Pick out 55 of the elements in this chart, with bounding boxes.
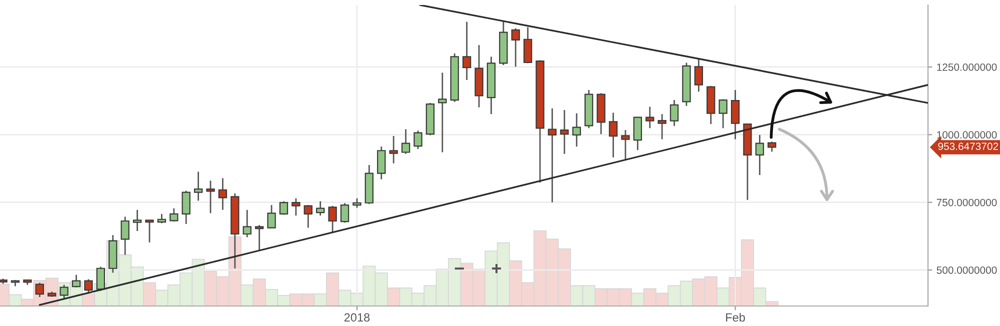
candlestick: [755, 134, 764, 176]
candlestick: [145, 220, 154, 244]
candlestick: [438, 72, 447, 153]
candlestick: [304, 204, 312, 228]
y-tick-label: 500.0000000: [936, 266, 997, 274]
candlestick: [194, 171, 203, 202]
candlestick: [768, 141, 776, 152]
x-tick-label: 2018: [344, 313, 370, 322]
candlestick: [157, 213, 166, 224]
candlestick: [60, 284, 68, 299]
candlestick: [267, 204, 276, 230]
candlestick: [340, 202, 350, 224]
candlestick: [84, 278, 93, 294]
candlestick: [462, 21, 472, 81]
candlestick: [35, 282, 44, 298]
candlestick: [730, 89, 740, 140]
candlestick: [670, 99, 679, 127]
candlestick: [352, 198, 362, 208]
annotation: −: [454, 268, 464, 270]
annotation: +: [492, 264, 502, 274]
candlestick: [511, 28, 520, 68]
text: 953.6473702: [938, 142, 998, 150]
candlestick: [279, 200, 288, 216]
candlestick: [254, 224, 264, 252]
candlestick: [658, 113, 666, 140]
candlestick: [328, 205, 337, 234]
candlestick: [218, 178, 228, 211]
candlestick: [120, 216, 130, 256]
candlestick: [633, 116, 642, 151]
candlestick: [401, 128, 410, 155]
candlestick: [316, 200, 325, 216]
candlestick: [414, 130, 422, 150]
candlestick: [718, 98, 728, 129]
candlestick: [242, 209, 252, 238]
candlestick: [572, 112, 581, 148]
candlestick: [206, 180, 215, 214]
candlestick: [646, 106, 654, 129]
candlestick: [292, 198, 300, 216]
candlestick: [377, 146, 386, 180]
candlestick: [389, 135, 398, 164]
y-tick-label: 1000.000000: [937, 131, 997, 139]
candlestick: [621, 129, 630, 161]
candlestick: [560, 109, 569, 155]
candlestick: [694, 58, 704, 92]
x-tick-label: Feb: [726, 312, 745, 322]
candlestick: [548, 108, 557, 204]
y-tick-label: 1250.000000: [937, 63, 997, 71]
candlestick: [96, 266, 106, 292]
candlestick: [132, 209, 142, 232]
candlestick: [170, 208, 178, 222]
candlestick: [72, 274, 81, 288]
candlestick: [523, 26, 532, 64]
candlestick: [182, 190, 190, 225]
y-tick-label: 750.0000000: [936, 198, 997, 206]
candlestick: [608, 112, 618, 158]
